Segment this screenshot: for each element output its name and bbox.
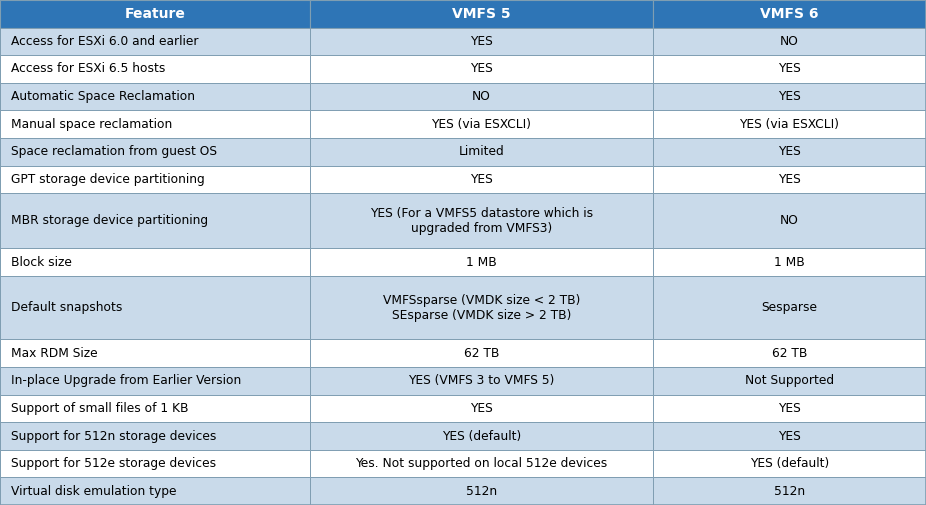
Bar [0, 55, 310, 83]
Text: YES (via ESXCLI): YES (via ESXCLI) [432, 118, 532, 131]
Text: Not Supported: Not Supported [745, 374, 834, 387]
Text: YES: YES [470, 173, 493, 186]
Text: Access for ESXi 6.0 and earlier: Access for ESXi 6.0 and earlier [11, 35, 198, 48]
Text: Virtual disk emulation type: Virtual disk emulation type [11, 485, 177, 498]
Text: 512n: 512n [774, 485, 805, 498]
Bar [653, 450, 926, 477]
Text: Sesparse: Sesparse [761, 301, 818, 314]
Text: 62 TB: 62 TB [464, 347, 499, 360]
Bar [310, 193, 653, 248]
Bar [310, 450, 653, 477]
Text: 1 MB: 1 MB [466, 256, 497, 269]
Text: Max RDM Size: Max RDM Size [11, 347, 98, 360]
Bar [0, 28, 310, 55]
Text: Block size: Block size [11, 256, 72, 269]
Bar [653, 339, 926, 367]
Text: Default snapshots: Default snapshots [11, 301, 122, 314]
Bar [310, 339, 653, 367]
Bar [653, 394, 926, 422]
Bar [0, 339, 310, 367]
Text: NO: NO [472, 90, 491, 103]
Bar [310, 394, 653, 422]
Bar [653, 111, 926, 138]
Bar [653, 367, 926, 394]
Bar [653, 138, 926, 166]
Bar [310, 0, 653, 28]
Text: 1 MB: 1 MB [774, 256, 805, 269]
Bar [310, 28, 653, 55]
Text: Yes. Not supported on local 512e devices: Yes. Not supported on local 512e devices [356, 457, 607, 470]
Bar [0, 394, 310, 422]
Text: NO: NO [780, 214, 799, 227]
Bar [0, 450, 310, 477]
Text: VMFS 6: VMFS 6 [760, 7, 819, 21]
Text: VMFSsparse (VMDK size < 2 TB)
SEsparse (VMDK size > 2 TB): VMFSsparse (VMDK size < 2 TB) SEsparse (… [382, 294, 581, 322]
Bar [0, 0, 310, 28]
Bar [653, 193, 926, 248]
Bar [310, 166, 653, 193]
Text: Support for 512e storage devices: Support for 512e storage devices [11, 457, 217, 470]
Bar [0, 422, 310, 450]
Bar [0, 166, 310, 193]
Bar [653, 422, 926, 450]
Bar [653, 55, 926, 83]
Bar [0, 276, 310, 339]
Text: Support of small files of 1 KB: Support of small files of 1 KB [11, 402, 189, 415]
Text: Limited: Limited [458, 145, 505, 158]
Bar [653, 0, 926, 28]
Bar [0, 111, 310, 138]
Bar [0, 248, 310, 276]
Text: YES: YES [778, 173, 801, 186]
Bar [0, 193, 310, 248]
Text: YES: YES [778, 90, 801, 103]
Text: MBR storage device partitioning: MBR storage device partitioning [11, 214, 208, 227]
Bar [653, 28, 926, 55]
Text: 512n: 512n [466, 485, 497, 498]
Text: NO: NO [780, 35, 799, 48]
Text: In-place Upgrade from Earlier Version: In-place Upgrade from Earlier Version [11, 374, 242, 387]
Bar [653, 166, 926, 193]
Text: YES: YES [470, 35, 493, 48]
Text: YES: YES [778, 430, 801, 442]
Bar [310, 55, 653, 83]
Text: YES (VMFS 3 to VMFS 5): YES (VMFS 3 to VMFS 5) [408, 374, 555, 387]
Text: Support for 512n storage devices: Support for 512n storage devices [11, 430, 217, 442]
Text: YES (default): YES (default) [750, 457, 829, 470]
Bar [310, 111, 653, 138]
Bar [310, 276, 653, 339]
Text: Manual space reclamation: Manual space reclamation [11, 118, 172, 131]
Text: GPT storage device partitioning: GPT storage device partitioning [11, 173, 205, 186]
Text: Space reclamation from guest OS: Space reclamation from guest OS [11, 145, 217, 158]
Bar [0, 83, 310, 111]
Bar [653, 276, 926, 339]
Text: YES: YES [778, 402, 801, 415]
Bar [310, 248, 653, 276]
Bar [653, 83, 926, 111]
Text: YES: YES [778, 63, 801, 75]
Text: Access for ESXi 6.5 hosts: Access for ESXi 6.5 hosts [11, 63, 166, 75]
Bar [653, 477, 926, 505]
Bar [310, 477, 653, 505]
Bar [653, 248, 926, 276]
Bar [310, 367, 653, 394]
Bar [310, 138, 653, 166]
Text: YES: YES [470, 63, 493, 75]
Text: YES: YES [470, 402, 493, 415]
Text: VMFS 5: VMFS 5 [452, 7, 511, 21]
Text: YES (via ESXCLI): YES (via ESXCLI) [740, 118, 839, 131]
Bar [310, 422, 653, 450]
Text: YES (default): YES (default) [442, 430, 521, 442]
Text: 62 TB: 62 TB [771, 347, 807, 360]
Text: YES (For a VMFS5 datastore which is
upgraded from VMFS3): YES (For a VMFS5 datastore which is upgr… [370, 207, 593, 235]
Text: YES: YES [778, 145, 801, 158]
Bar [310, 83, 653, 111]
Bar [0, 477, 310, 505]
Bar [0, 138, 310, 166]
Bar [0, 367, 310, 394]
Text: Feature: Feature [125, 7, 185, 21]
Text: Automatic Space Reclamation: Automatic Space Reclamation [11, 90, 195, 103]
